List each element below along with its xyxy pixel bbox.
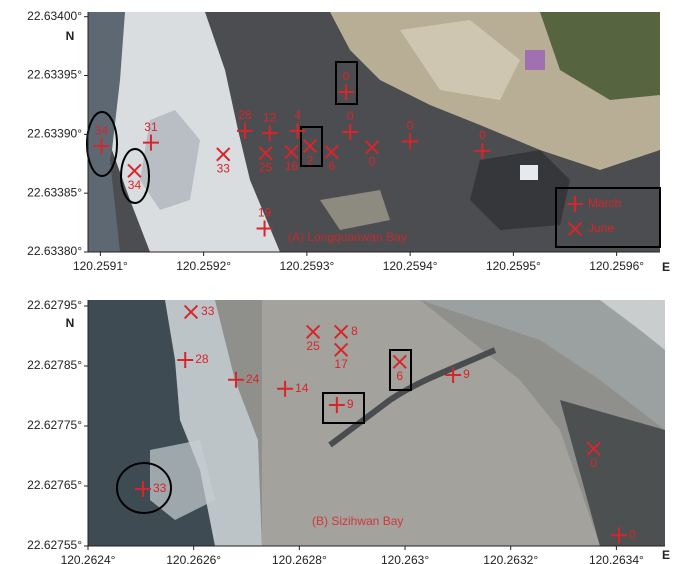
aerial-photo-a: [88, 12, 660, 252]
y-axis-label: N: [66, 316, 75, 330]
point-label: 19: [258, 206, 272, 220]
legend-label: June: [588, 221, 614, 235]
point-label: 6: [396, 369, 403, 383]
y-tick-label: 22.62775°: [27, 418, 82, 432]
x-tick-label: 120.2596°: [589, 259, 644, 273]
y-tick-label: 22.62795°: [27, 298, 82, 312]
x-tick-label: 120.263°: [381, 553, 429, 564]
point-label: 0: [479, 128, 486, 142]
point-label: 24: [246, 372, 260, 386]
point-label: 31: [144, 120, 158, 134]
point-label: 4: [294, 108, 301, 122]
point-label: 8: [351, 324, 358, 338]
x-tick-label: 120.2628°: [272, 553, 327, 564]
x-tick-label: 120.2634°: [589, 553, 644, 564]
point-label: 0: [407, 119, 414, 133]
point-label: 0: [629, 527, 636, 541]
point-label: 34: [128, 178, 142, 192]
x-axis-label: E: [662, 548, 670, 562]
point-label: 0: [343, 69, 350, 83]
point-label: 9: [347, 397, 354, 411]
point-label: 14: [295, 381, 309, 395]
aerial-photo-b: [88, 300, 665, 546]
point-label: 0: [369, 154, 376, 168]
y-tick-label: 22.63400°: [27, 9, 82, 23]
point-label: 12: [263, 110, 277, 124]
point-label: 9: [463, 367, 470, 381]
panel-title: (B) Sizihwan Bay: [312, 514, 403, 528]
x-tick-label: 120.2626°: [166, 553, 221, 564]
point-label: 33: [217, 162, 231, 176]
point-label: 34: [95, 123, 109, 137]
x-tick-label: 120.2632°: [483, 553, 538, 564]
point-label: 25: [259, 160, 273, 174]
x-axis-label: E: [662, 260, 670, 274]
y-tick-label: 22.63395°: [27, 68, 82, 82]
y-tick-label: 22.62785°: [27, 358, 82, 372]
point-label: 33: [201, 304, 215, 318]
point-label: 25: [306, 339, 320, 353]
x-tick-label: 120.2624°: [61, 553, 116, 564]
figure: 22.63400° 22.63395° 22.63390° 22.63385° 22.6…: [0, 0, 674, 564]
point-label: 6: [328, 159, 335, 173]
x-tick-label: 120.2593°: [279, 259, 334, 273]
point-label: 33: [153, 481, 167, 495]
x-tick-label: 120.2595°: [486, 259, 541, 273]
x-tick-label: 120.2594°: [383, 259, 438, 273]
point-label: 28: [195, 352, 209, 366]
y-axis-label: N: [66, 29, 75, 43]
y-tick-label: 22.63390°: [27, 127, 82, 141]
y-tick-label: 22.63385°: [27, 185, 82, 199]
y-tick-label: 22.62755°: [27, 538, 82, 552]
point-label: 17: [334, 357, 348, 371]
point-label: 16: [285, 159, 299, 173]
x-tick-label: 120.2592°: [176, 259, 231, 273]
y-tick-label: 22.62765°: [27, 478, 82, 492]
point-label: 0: [347, 109, 354, 123]
point-label: 2: [307, 153, 314, 167]
y-tick-label: 22.63380°: [27, 244, 82, 258]
point-label: 28: [238, 108, 252, 122]
legend-label: March: [588, 196, 621, 210]
x-tick-label: 120.2591°: [73, 259, 128, 273]
point-label: 0: [590, 456, 597, 470]
panel-title: (A) Longquanwan Bay: [288, 230, 407, 244]
